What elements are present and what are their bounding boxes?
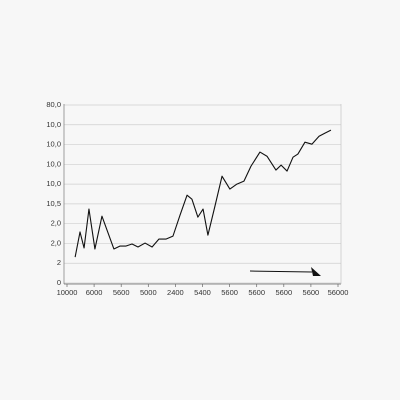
y-tick-label: 80,0 [46,100,61,109]
y-tick-label: 10,0 [46,159,61,168]
x-tick-label: 6000 [86,288,103,297]
y-tick-label: 2,0 [51,238,61,247]
plot [74,129,332,258]
y-tick-label: 10,5 [46,199,61,208]
x-tick-label: 5600 [303,288,320,297]
x-tick-label: 5400 [194,288,211,297]
y-tick-label: 10,0 [46,140,61,149]
y-tick-label: 2 [57,258,61,267]
x-tick-label: 5600 [275,288,292,297]
x-tick-label: 10000 [57,288,78,297]
x-tick-label: 5600 [113,288,130,297]
arrow-head [311,267,321,276]
grid [64,104,341,284]
x-tick-label: 5600 [248,288,265,297]
x-tick-label: 5600 [221,288,238,297]
y-tick-label: 10,0 [46,179,61,188]
arrow-line [249,270,313,273]
y-tick-label: 2,0 [51,219,61,228]
x-tick-label: 5000 [140,288,157,297]
line-series [74,129,332,258]
y-tick-label: 0 [57,278,61,287]
x-tick-label: 56000 [328,288,349,297]
x-tick-label: 2400 [167,288,184,297]
y-tick-label: 10,0 [46,120,61,129]
